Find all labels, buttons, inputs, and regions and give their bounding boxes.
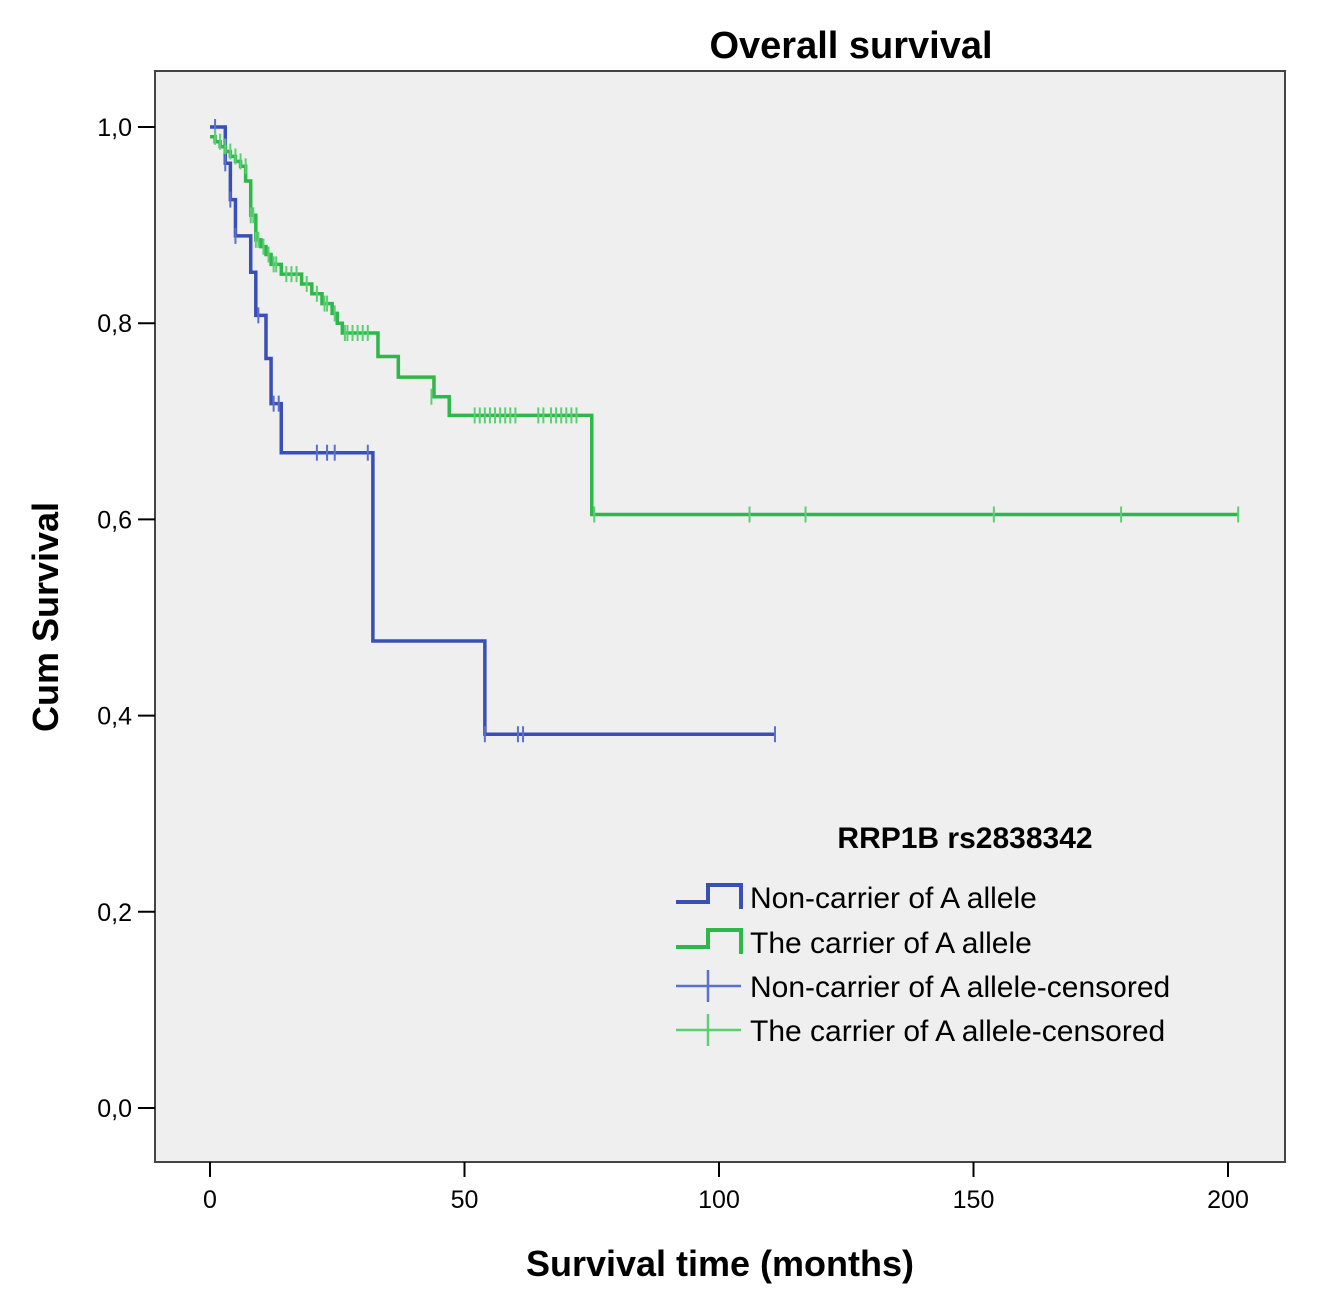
x-axis-title: Survival time (months) <box>526 1243 914 1284</box>
survival-curve-series-1 <box>210 125 775 736</box>
y-tick-label: 0,8 <box>97 310 132 338</box>
y-axis-title: Cum Survival <box>25 502 66 732</box>
axes: 0,0 0,2 0,4 0,6 0,8 1,0 0 50 100 150 200 <box>97 114 1249 1214</box>
legend-swatch-4 <box>676 1014 741 1046</box>
legend-label-3: Non-carrier of A allele-censored <box>750 971 1170 1004</box>
y-tick-label: 0,2 <box>97 899 132 927</box>
plot-area <box>154 70 1286 1163</box>
legend-label-4: The carrier of A allele-censored <box>750 1015 1165 1048</box>
legend: RRP1B rs2838342 Non-carrier of A allele T… <box>676 822 1170 1048</box>
legend-label-2: The carrier of A allele <box>750 927 1032 960</box>
chart-title: Overall survival <box>709 25 992 67</box>
x-tick-label: 50 <box>451 1186 479 1214</box>
legend-swatch-2 <box>676 928 743 954</box>
x-tick-label: 150 <box>953 1186 995 1214</box>
x-tick-label: 200 <box>1207 1186 1249 1214</box>
y-tick-label: 1,0 <box>97 114 132 142</box>
x-tick-label: 100 <box>698 1186 740 1214</box>
x-tick-label: 0 <box>203 1186 217 1214</box>
legend-swatch-1 <box>676 883 743 909</box>
y-tick-label: 0,4 <box>97 703 132 731</box>
censor-marks <box>214 119 1240 743</box>
y-tick-label: 0,6 <box>97 506 132 534</box>
legend-swatch-3 <box>676 970 741 1002</box>
legend-title: RRP1B rs2838342 <box>837 822 1092 855</box>
legend-label-1: Non-carrier of A allele <box>750 882 1037 915</box>
y-tick-label: 0,0 <box>97 1095 132 1123</box>
